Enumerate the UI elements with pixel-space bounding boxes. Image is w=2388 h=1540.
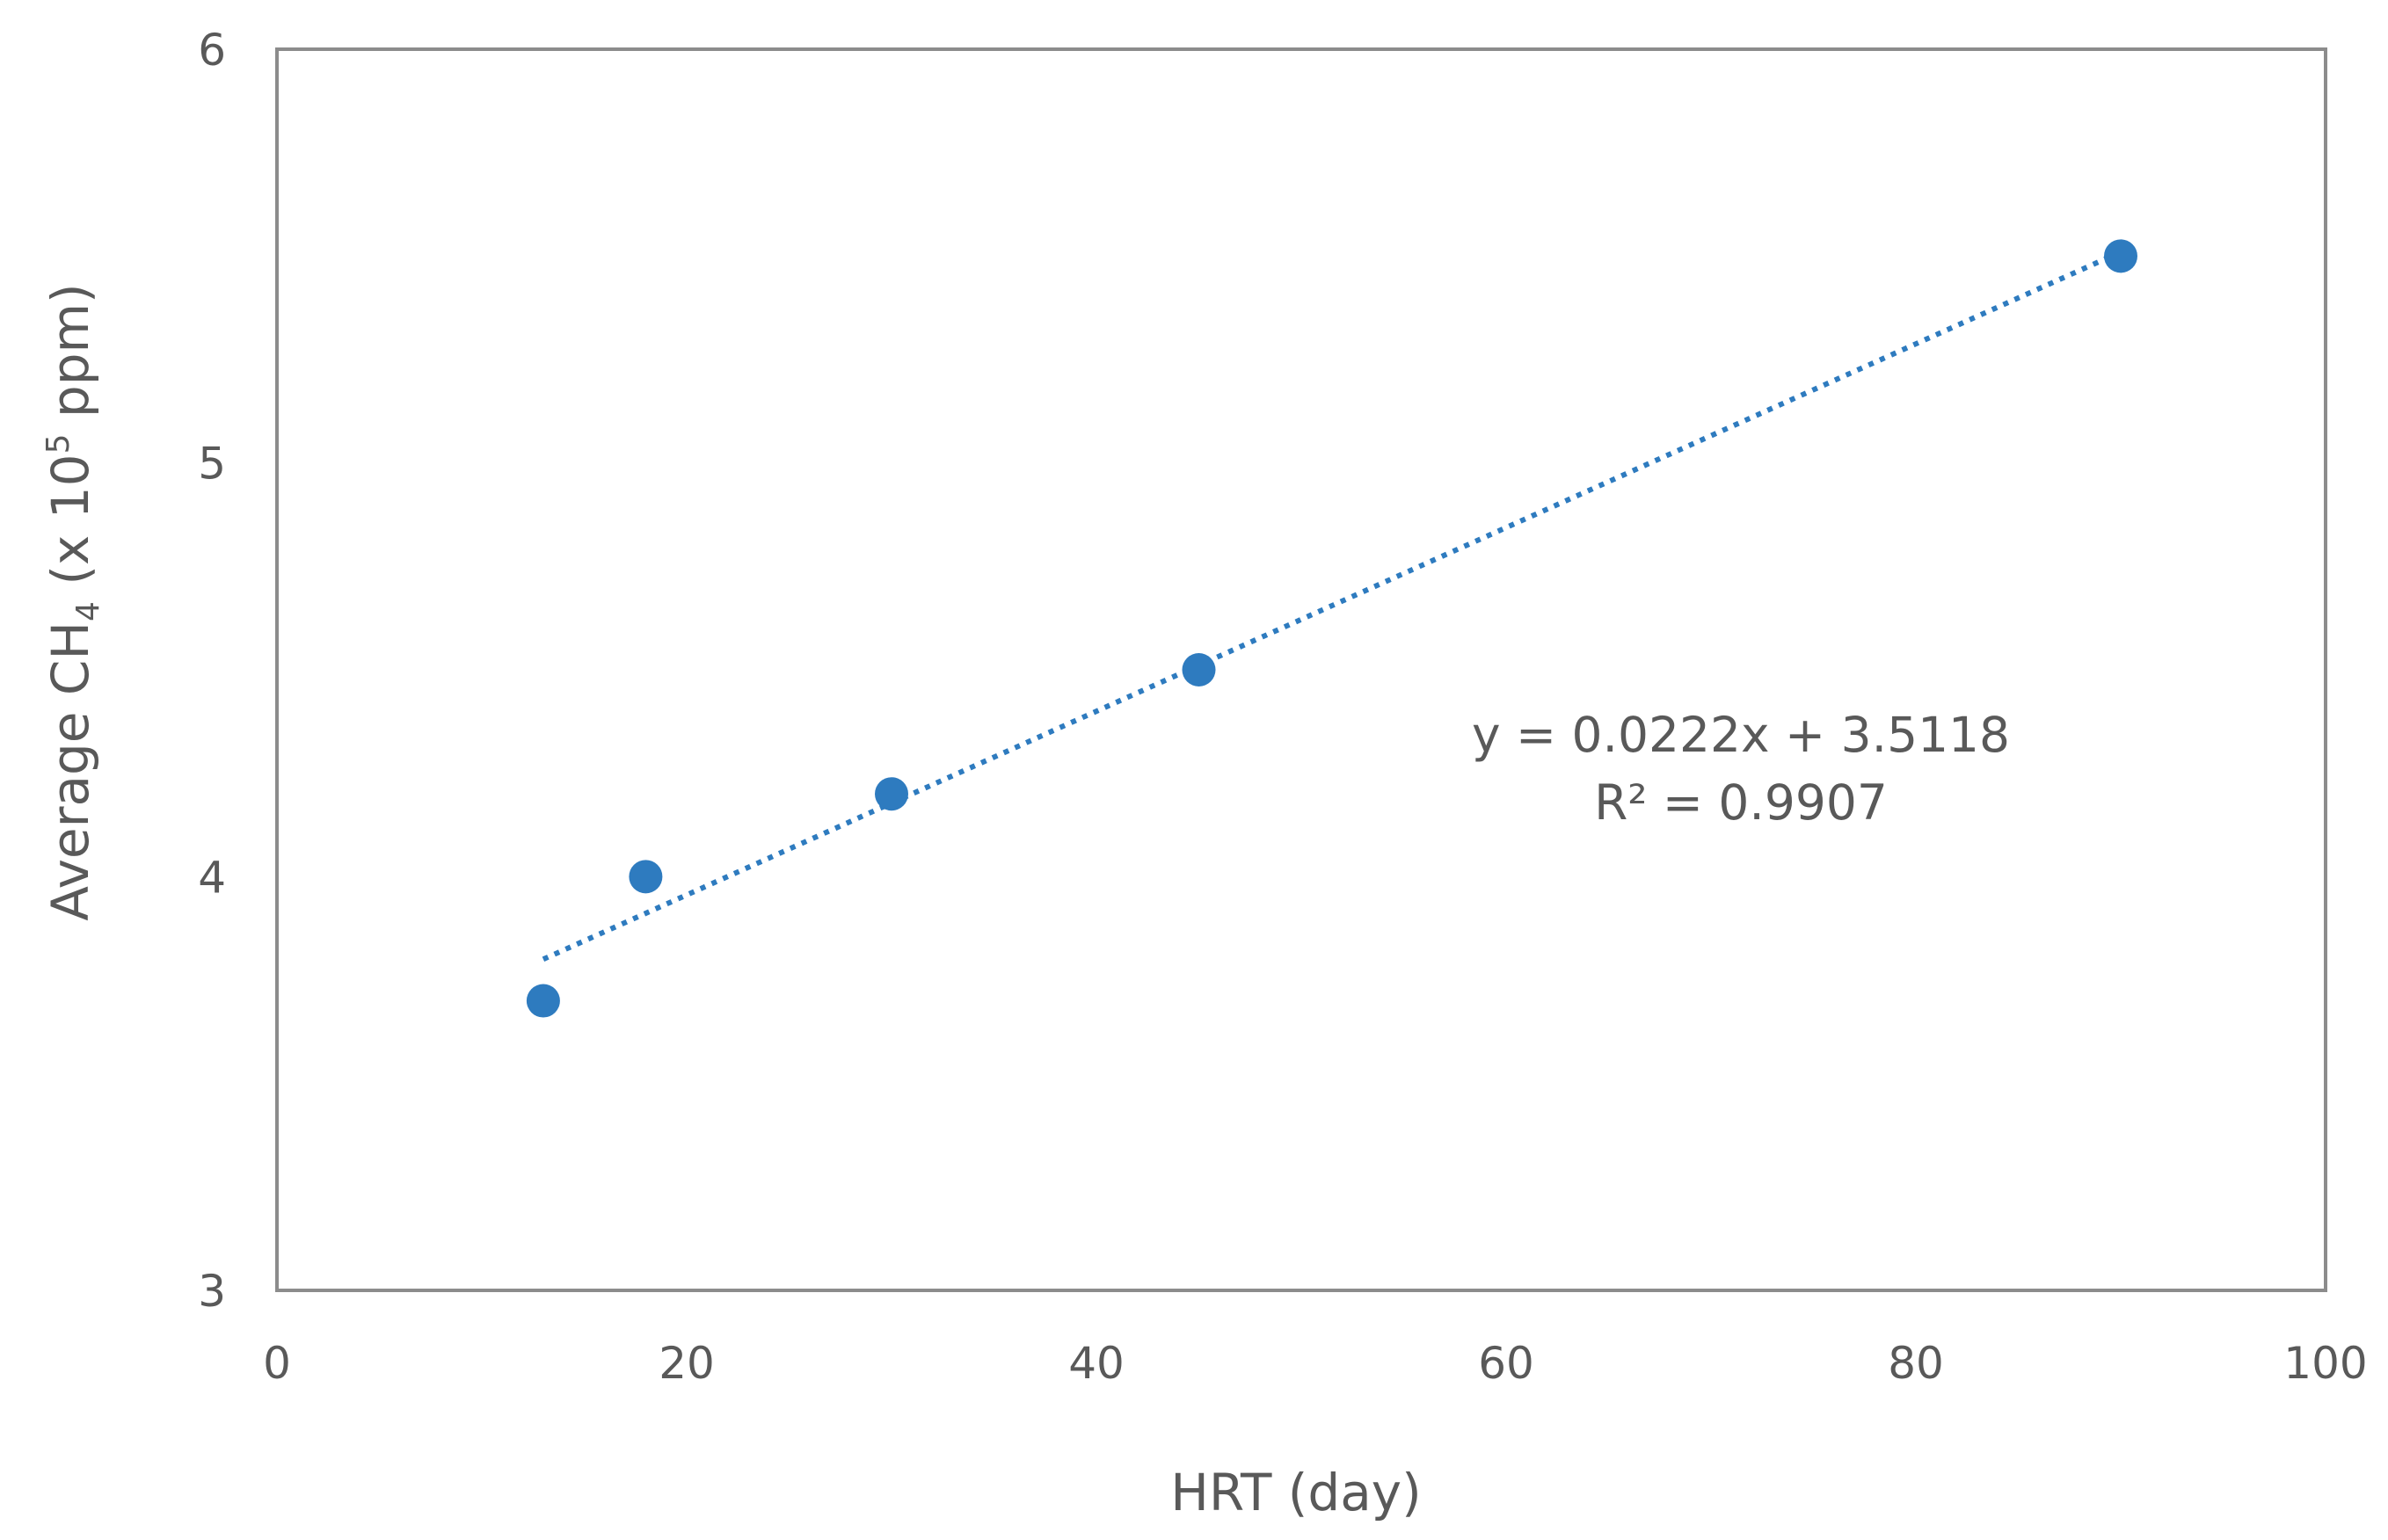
y-axis-title-suffix: ppm) [40,283,100,433]
data-point [2104,239,2137,273]
y-axis-title-prefix: Average CH [40,621,100,921]
x-tick-label: 100 [2283,1338,2367,1389]
y-tick-label: 4 [198,852,226,903]
trendline-equation: y = 0.0222x + 3.5118 [1472,707,2010,763]
trendline [542,249,2122,962]
y-axis-title-middle: (x 10 [40,454,100,601]
y-tick-label: 6 [198,25,226,76]
y-axis-title-subscript: 4 [70,601,106,621]
y-axis-title: Average CH4 (x 105 ppm) [40,283,106,920]
y-tick-label: 3 [198,1266,226,1317]
x-tick-label: 60 [1478,1338,1534,1389]
x-tick-label: 20 [659,1338,715,1389]
data-point [629,860,663,894]
data-point [875,777,908,811]
x-tick-label: 40 [1068,1338,1125,1389]
x-axis-title: HRT (day) [1170,1463,1422,1522]
x-tick-labels: 0 20 40 60 80 100 [263,1338,2368,1389]
y-tick-label: 5 [198,439,226,490]
y-tick-labels: 3 4 5 6 [198,25,226,1317]
data-points [526,239,2137,1018]
data-point [1182,653,1216,686]
trendline-r-squared: R² = 0.9907 [1594,774,1888,831]
x-tick-label: 80 [1888,1338,1944,1389]
trendline-group [542,249,2122,962]
y-axis-title-superscript: 5 [40,434,76,454]
plot-area [275,47,2327,1292]
x-tick-label: 0 [263,1338,291,1389]
data-point [526,984,560,1018]
